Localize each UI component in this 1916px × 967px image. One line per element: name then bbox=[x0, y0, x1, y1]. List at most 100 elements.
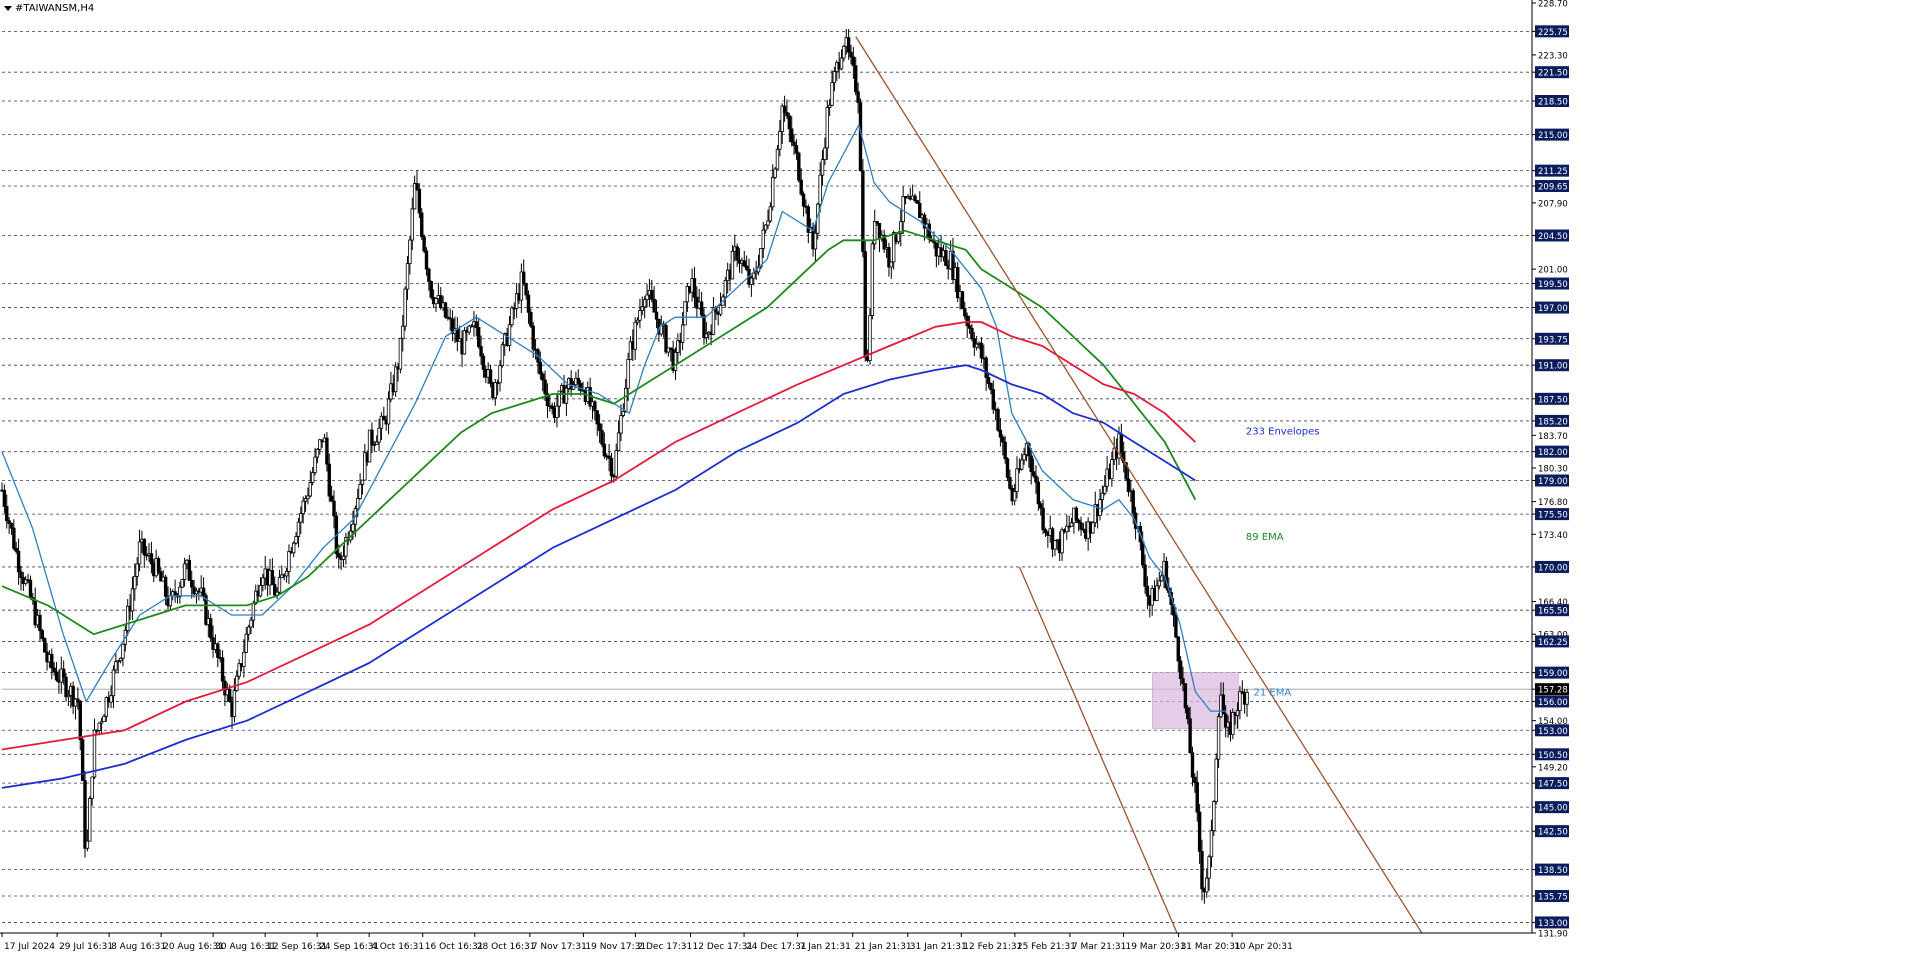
candle-body bbox=[780, 105, 784, 132]
candle-body bbox=[761, 229, 765, 249]
price-tick-label: 183.70 bbox=[1538, 432, 1568, 442]
price-level-badge bbox=[1535, 474, 1569, 487]
candle-body bbox=[619, 415, 623, 434]
chart-frame bbox=[0, 0, 1533, 934]
candle-body bbox=[1008, 476, 1012, 489]
candle-body bbox=[133, 575, 137, 590]
candle-body bbox=[1100, 492, 1105, 500]
candle-body bbox=[242, 651, 246, 668]
candle-body bbox=[818, 174, 822, 205]
time-tick-label: 28 Oct 16:31 bbox=[477, 942, 536, 952]
price-tick-label: 201.00 bbox=[1538, 266, 1568, 276]
candle-body bbox=[1022, 454, 1026, 461]
candle-body bbox=[927, 223, 931, 240]
channel-line-0 bbox=[855, 36, 1423, 934]
candle-body bbox=[1183, 683, 1188, 709]
symbol-title[interactable]: #TAIWANSM,H4 bbox=[4, 3, 94, 14]
candle-body bbox=[367, 429, 372, 463]
candle-body bbox=[673, 352, 678, 371]
candle-body bbox=[763, 224, 768, 231]
dropdown-triangle-icon[interactable] bbox=[4, 6, 12, 11]
candle-body bbox=[1159, 575, 1164, 582]
candle-body bbox=[40, 630, 45, 639]
candle-body bbox=[24, 579, 28, 584]
candle-body bbox=[1060, 529, 1064, 554]
candle-body bbox=[680, 324, 685, 343]
candle-body bbox=[443, 302, 448, 318]
candle-body bbox=[1103, 485, 1107, 494]
price-level-badge bbox=[1535, 635, 1569, 648]
candle-body bbox=[294, 536, 298, 544]
candle-body bbox=[861, 170, 865, 252]
candle-body bbox=[92, 729, 97, 778]
indicator-line-2 bbox=[1, 321, 1197, 751]
candle-body bbox=[1039, 503, 1043, 509]
price-tick-label: 223.30 bbox=[1538, 51, 1568, 61]
candle-body bbox=[287, 551, 291, 572]
candle-body bbox=[1074, 507, 1078, 521]
symbol-label: #TAIWANSM,H4 bbox=[15, 3, 95, 14]
candle-body bbox=[386, 398, 391, 425]
price-tick-label: 145.00 bbox=[1538, 804, 1568, 814]
price-level-badge bbox=[1535, 164, 1569, 177]
candle-body bbox=[797, 152, 801, 181]
candle-body bbox=[827, 104, 832, 108]
candle-body bbox=[178, 586, 182, 598]
candle-body bbox=[301, 500, 305, 514]
candle-body bbox=[116, 660, 120, 663]
candle-body bbox=[597, 423, 602, 432]
price-tick-label: 153.00 bbox=[1538, 727, 1568, 737]
candle-body bbox=[1126, 478, 1131, 492]
candle-body bbox=[64, 676, 68, 698]
candle-body bbox=[227, 689, 232, 703]
candle-body bbox=[424, 250, 429, 270]
candle-body bbox=[550, 405, 554, 409]
price-tick-label: 187.50 bbox=[1538, 395, 1568, 405]
candle-body bbox=[773, 168, 777, 178]
indicator-line-3 bbox=[1, 364, 1196, 789]
candle-body bbox=[669, 347, 673, 350]
price-tick-label: 142.50 bbox=[1538, 828, 1568, 838]
time-tick-label: 10 Apr 20:31 bbox=[1234, 942, 1293, 952]
candle-body bbox=[896, 233, 901, 243]
candle-body bbox=[277, 577, 282, 593]
candle-body bbox=[801, 193, 806, 207]
candle-body bbox=[9, 523, 14, 529]
candle-body bbox=[507, 324, 512, 346]
candle-body bbox=[633, 321, 637, 350]
candle-body bbox=[500, 344, 505, 367]
candle-body bbox=[1181, 678, 1185, 685]
candle-body bbox=[766, 220, 770, 226]
candle-body bbox=[794, 145, 799, 154]
candle-body bbox=[870, 243, 875, 316]
candle-body bbox=[284, 571, 289, 577]
candle-body bbox=[635, 319, 640, 323]
candle-body bbox=[329, 495, 334, 502]
candle-body bbox=[1069, 522, 1074, 527]
candle-body bbox=[2, 489, 7, 507]
candle-body bbox=[481, 355, 486, 370]
candle-body bbox=[71, 685, 75, 707]
candle-body bbox=[782, 105, 787, 113]
candle-body bbox=[417, 188, 422, 214]
candle-body bbox=[16, 550, 21, 573]
candle-body bbox=[1223, 713, 1228, 728]
candle-body bbox=[420, 212, 424, 238]
time-tick-label: 7 Nov 17:31 bbox=[532, 942, 587, 952]
candle-body bbox=[237, 663, 241, 677]
candle-body bbox=[1197, 811, 1202, 852]
candle-body bbox=[1076, 519, 1081, 524]
price-tick-label: 193.75 bbox=[1538, 335, 1568, 345]
candle-body bbox=[356, 498, 360, 510]
candle-body bbox=[659, 323, 663, 335]
candle-body bbox=[135, 563, 139, 577]
candle-body bbox=[412, 183, 417, 210]
candle-body bbox=[488, 369, 493, 384]
candle-body bbox=[446, 316, 450, 319]
candle-body bbox=[327, 463, 331, 497]
price-level-badge bbox=[1535, 414, 1569, 427]
price-tick-label: 176.80 bbox=[1538, 498, 1568, 508]
